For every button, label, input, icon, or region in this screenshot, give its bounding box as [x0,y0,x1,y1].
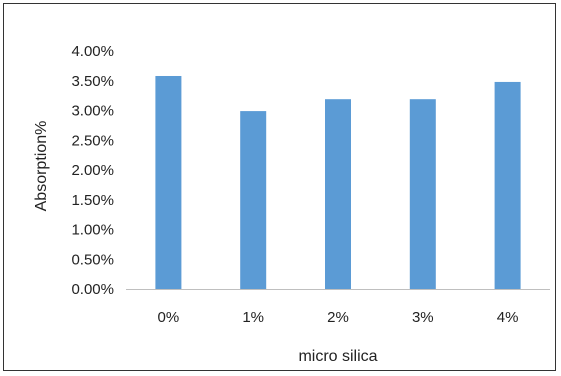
x-tick-label: 3% [412,309,434,326]
x-axis-title: micro silica [298,348,377,365]
bar-1pct [240,111,267,289]
y-tick-label: 1.00% [71,222,114,239]
y-tick-label: 3.50% [71,73,114,90]
y-tick-label: 3.00% [71,103,114,120]
x-tick-label: 0% [158,309,180,326]
y-tick-label: 2.00% [71,162,114,179]
y-axis-title: Absorption% [33,121,50,212]
bar-2pct [325,99,351,289]
bar-0pct [155,75,182,290]
y-tick-label: 0.00% [71,281,114,298]
x-tick-label: 1% [242,309,264,326]
x-axis-ticks: 0% 1% 2% 3% 4% [158,309,519,326]
y-tick-label: 0.50% [71,251,114,268]
y-axis-ticks: 0.00% 0.50% 1.00% 1.50% 2.00% 2.50% 3.00% 3.50%… [71,43,114,298]
chart-frame [3,3,556,371]
bar-4pct [494,81,521,289]
x-tick-label: 2% [327,309,349,326]
y-tick-label: 2.50% [71,132,114,149]
x-tick-label: 4% [497,309,519,326]
y-tick-label: 1.50% [71,192,114,209]
bar-3pct [409,99,436,289]
y-tick-label: 4.00% [71,43,114,60]
bars [155,75,521,290]
